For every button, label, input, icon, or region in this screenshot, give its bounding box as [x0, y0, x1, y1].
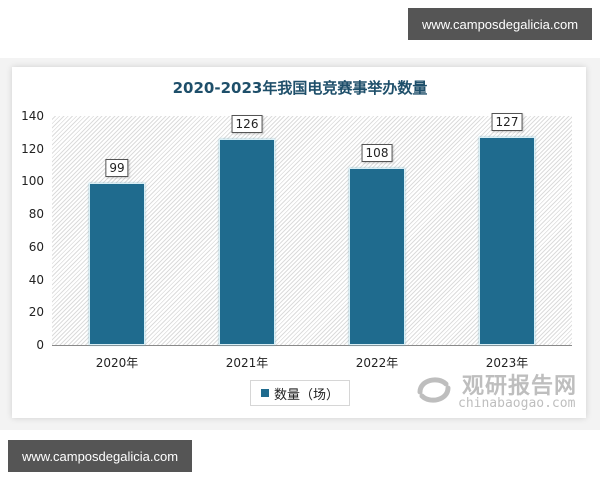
logo-text-en: chinabaogao.com	[458, 396, 576, 411]
data-label: 126	[231, 114, 263, 133]
bar	[349, 168, 405, 345]
logo-text-cn: 观研报告网	[462, 374, 578, 399]
y-tick-label: 120	[21, 141, 44, 156]
legend: 数量（场）	[250, 380, 350, 406]
legend-label: 数量（场）	[273, 387, 339, 403]
y-tick-label: 140	[21, 109, 44, 123]
watermark-top: www.camposdegalicia.com	[408, 8, 592, 40]
y-tick-label: 60	[28, 239, 44, 254]
chinabaogao-logo: 观研报告网 chinabaogao.com	[412, 368, 584, 418]
legend-swatch-icon	[260, 389, 269, 397]
data-label: 99	[105, 159, 129, 178]
x-tick-label: 2021年	[225, 356, 269, 370]
x-tick-label: 2020年	[95, 356, 139, 370]
chart-title: 2020-2023年我国电竞赛事举办数量	[172, 79, 428, 97]
y-tick-label: 20	[28, 305, 44, 320]
y-tick-label: 80	[28, 207, 44, 222]
x-axis-line	[52, 345, 572, 346]
bar	[479, 137, 535, 345]
data-label: 127	[491, 113, 523, 132]
x-tick-label: 2022年	[355, 356, 399, 370]
bar	[219, 138, 275, 345]
y-tick-label: 100	[21, 174, 44, 189]
data-label: 108	[361, 144, 393, 163]
swirl-logo-icon	[417, 377, 451, 403]
watermark-bottom: www.camposdegalicia.com	[8, 440, 192, 472]
bar	[89, 183, 145, 345]
y-tick-label: 0	[36, 338, 44, 352]
y-tick-label: 40	[28, 272, 44, 287]
x-tick-label: 2023年	[485, 356, 529, 370]
